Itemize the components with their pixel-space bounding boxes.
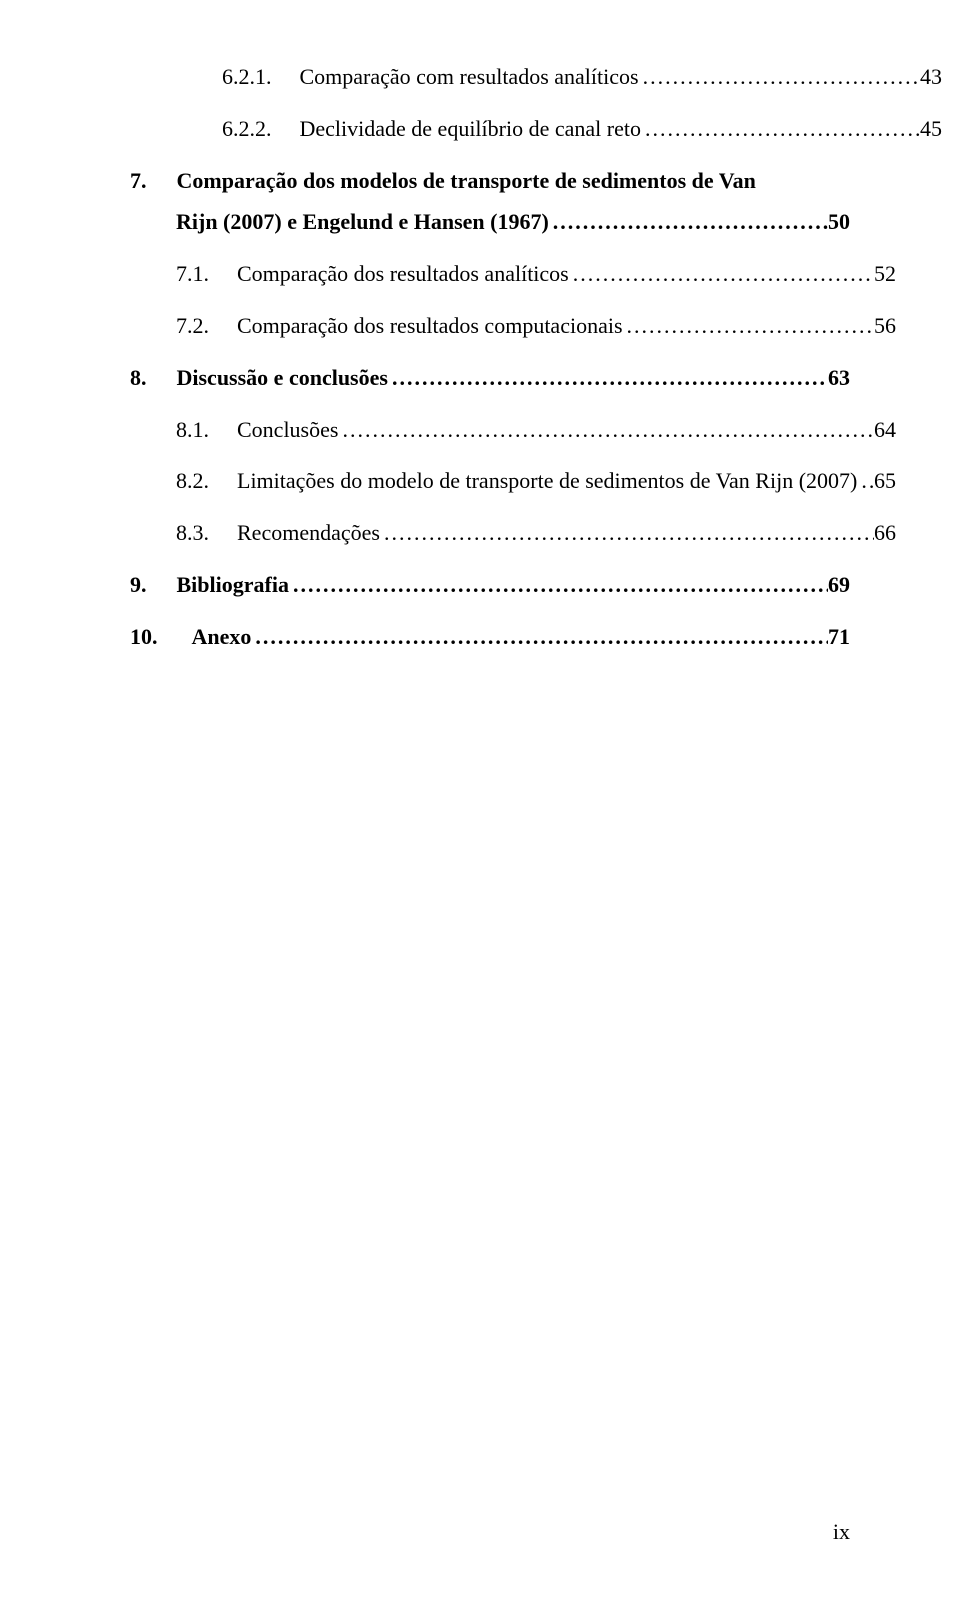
toc-entry-label: 8.1. Conclusões bbox=[176, 409, 338, 451]
toc-entry: 8. Discussão e conclusões ...............… bbox=[130, 357, 850, 399]
toc-entry-number: 7. bbox=[130, 168, 147, 193]
toc-leader-dots: ........................................… bbox=[569, 253, 874, 295]
toc-entry-label: 10. Anexo bbox=[130, 616, 251, 658]
toc-entry-label: 6.2.1. Comparação com resultados analític… bbox=[222, 56, 639, 98]
toc-entry-page: 52 bbox=[874, 253, 896, 295]
table-of-contents: 6.2.1. Comparação com resultados analític… bbox=[130, 56, 850, 658]
toc-entry-text: Recomendações bbox=[237, 520, 380, 545]
toc-entry-text-cont: Rijn (2007) e Engelund e Hansen (1967) bbox=[130, 201, 549, 243]
toc-leader-dots: ........................................… bbox=[251, 616, 828, 658]
toc-entry: 7.2. Comparação dos resultados computacio… bbox=[130, 305, 896, 347]
toc-leader-dots: ........................................… bbox=[641, 108, 920, 150]
toc-entry-page: 43 bbox=[920, 56, 942, 98]
toc-entry-text: Declividade de equilíbrio de canal reto bbox=[300, 116, 641, 141]
toc-entry-number: 8.1. bbox=[176, 417, 209, 442]
toc-leader-dots: ........................................… bbox=[549, 201, 828, 243]
toc-entry: 8.3. Recomendações ......................… bbox=[130, 512, 896, 554]
toc-entry-text: Bibliografia bbox=[177, 572, 289, 597]
toc-entry-page: 69 bbox=[828, 564, 850, 606]
toc-entry: 7. Comparação dos modelos de transporte d… bbox=[130, 160, 850, 244]
toc-entry-label: 7.1. Comparação dos resultados analíticos bbox=[176, 253, 569, 295]
toc-entry-line1: 7. Comparação dos modelos de transporte d… bbox=[130, 160, 850, 202]
toc-entry: 9. Bibliografia .........................… bbox=[130, 564, 850, 606]
toc-entry: 8.2. Limitações do modelo de transporte d… bbox=[130, 460, 896, 502]
toc-entry: 7.1. Comparação dos resultados analíticos… bbox=[130, 253, 896, 295]
toc-entry-number: 8. bbox=[130, 365, 147, 390]
toc-entry-label: 6.2.2. Declividade de equilíbrio de canal… bbox=[222, 108, 641, 150]
toc-entry: 8.1. Conclusões .........................… bbox=[130, 409, 896, 451]
toc-entry: 6.2.1. Comparação com resultados analític… bbox=[130, 56, 942, 98]
toc-entry-page: 63 bbox=[828, 357, 850, 399]
toc-entry-page: 65 bbox=[874, 460, 896, 502]
toc-entry-text: Comparação dos modelos de transporte de … bbox=[177, 168, 756, 193]
toc-entry-number: 6.2.1. bbox=[222, 64, 272, 89]
toc-leader-dots: ........................................… bbox=[338, 409, 874, 451]
toc-leader-dots: ........................................… bbox=[623, 305, 874, 347]
toc-entry-text: Comparação dos resultados analíticos bbox=[237, 261, 569, 286]
toc-entry-text: Conclusões bbox=[237, 417, 338, 442]
toc-entry-number: 10. bbox=[130, 624, 158, 649]
toc-entry-number: 6.2.2. bbox=[222, 116, 272, 141]
toc-leader-dots: ........................................… bbox=[857, 460, 874, 502]
toc-entry-label: 9. Bibliografia bbox=[130, 564, 289, 606]
toc-entry-page: 45 bbox=[920, 108, 942, 150]
toc-entry-page: 56 bbox=[874, 305, 896, 347]
toc-entry-label: 8.2. Limitações do modelo de transporte d… bbox=[176, 460, 857, 502]
toc-entry: 6.2.2. Declividade de equilíbrio de canal… bbox=[130, 108, 942, 150]
toc-entry-number: 7.1. bbox=[176, 261, 209, 286]
toc-entry-text: Comparação dos resultados computacionais bbox=[237, 313, 623, 338]
toc-leader-dots: ........................................… bbox=[388, 357, 828, 399]
toc-entry-number: 8.3. bbox=[176, 520, 209, 545]
toc-entry-line2: Rijn (2007) e Engelund e Hansen (1967) .… bbox=[130, 201, 850, 243]
toc-entry-page: 50 bbox=[828, 201, 850, 243]
toc-entry-page: 64 bbox=[874, 409, 896, 451]
toc-entry-number: 8.2. bbox=[176, 468, 209, 493]
toc-leader-dots: ........................................… bbox=[289, 564, 828, 606]
toc-leader-dots: ........................................… bbox=[639, 56, 920, 98]
toc-entry-number: 7.2. bbox=[176, 313, 209, 338]
toc-entry-text: Anexo bbox=[192, 624, 252, 649]
toc-leader-dots: ........................................… bbox=[380, 512, 874, 554]
document-page: 6.2.1. Comparação com resultados analític… bbox=[0, 0, 960, 1617]
toc-entry-label: 7.2. Comparação dos resultados computacio… bbox=[176, 305, 623, 347]
toc-entry-label: 8. Discussão e conclusões bbox=[130, 357, 388, 399]
toc-entry-number: 9. bbox=[130, 572, 147, 597]
toc-entry: 10. Anexo ...............................… bbox=[130, 616, 850, 658]
toc-entry-page: 71 bbox=[828, 616, 850, 658]
toc-entry-text: Limitações do modelo de transporte de se… bbox=[237, 468, 857, 493]
toc-entry-text: Discussão e conclusões bbox=[177, 365, 388, 390]
toc-entry-text: Comparação com resultados analíticos bbox=[300, 64, 639, 89]
toc-entry-page: 66 bbox=[874, 512, 896, 554]
toc-entry-label: 8.3. Recomendações bbox=[176, 512, 380, 554]
page-number: ix bbox=[833, 1519, 850, 1545]
